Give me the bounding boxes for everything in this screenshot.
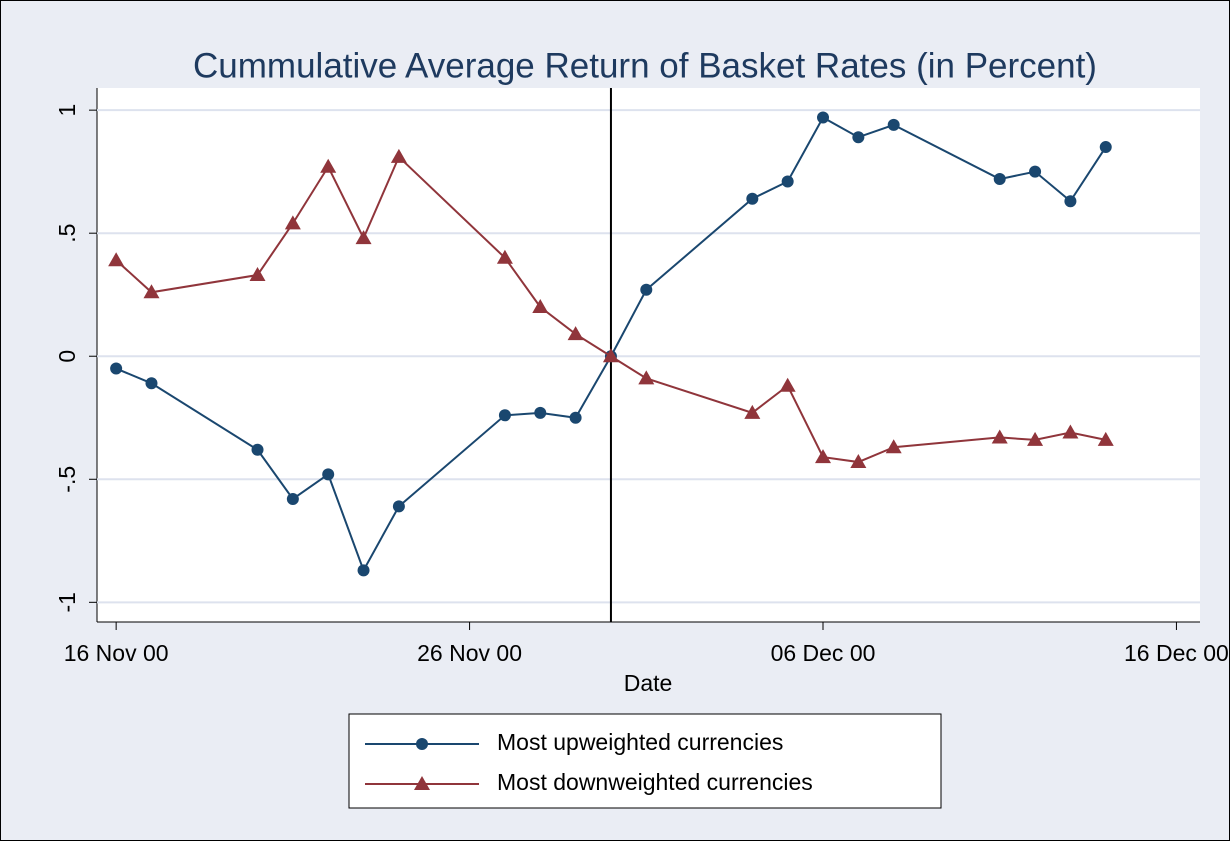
marker (496, 249, 513, 264)
chart-title: Cummulative Average Return of Basket Rat… (193, 46, 1097, 85)
marker (817, 111, 830, 124)
marker (815, 449, 832, 464)
x-tick-label: 26 Nov 00 (417, 640, 522, 666)
legend-label: Most downweighted currencies (497, 769, 813, 795)
marker (534, 406, 547, 419)
marker (638, 370, 655, 385)
marker (781, 175, 794, 188)
marker (284, 215, 301, 230)
marker (1029, 165, 1042, 178)
marker (993, 173, 1006, 186)
x-axis-label: Date (624, 670, 673, 696)
marker (746, 192, 759, 205)
marker (567, 326, 584, 341)
marker (1064, 195, 1077, 208)
marker (390, 148, 407, 163)
plot-area (97, 88, 1200, 622)
y-tick-label: .5 (54, 224, 80, 243)
marker (1099, 141, 1112, 154)
marker (357, 564, 370, 577)
x-tick-label: 16 Nov 00 (64, 640, 169, 666)
marker (887, 118, 900, 131)
y-tick-label: -1 (54, 592, 80, 612)
marker (991, 429, 1008, 444)
marker (885, 439, 902, 454)
legend-label: Most upweighted currencies (497, 729, 783, 755)
marker (320, 158, 337, 173)
marker (532, 299, 549, 314)
legend-box (348, 713, 942, 809)
marker (850, 454, 867, 469)
marker (498, 409, 511, 422)
marker (249, 267, 266, 282)
marker (602, 348, 619, 363)
marker (108, 252, 125, 267)
marker (416, 738, 428, 750)
marker (779, 377, 796, 392)
marker (110, 362, 123, 375)
y-tick-label: -.5 (54, 466, 80, 493)
marker (852, 131, 865, 144)
marker (251, 443, 264, 456)
y-tick-label: 0 (54, 350, 80, 363)
marker (392, 500, 405, 513)
marker (1027, 431, 1044, 446)
marker (414, 776, 430, 790)
marker (744, 404, 761, 419)
marker (569, 411, 582, 424)
marker (145, 377, 158, 390)
x-tick-label: 06 Dec 00 (771, 640, 876, 666)
y-tick-label: 1 (54, 104, 80, 117)
marker (1097, 431, 1114, 446)
marker (355, 230, 372, 245)
marker (143, 284, 160, 299)
marker (322, 468, 335, 481)
marker (640, 283, 653, 296)
marker (1062, 424, 1079, 439)
x-tick-label: 16 Dec 00 (1124, 640, 1229, 666)
marker (286, 492, 299, 505)
